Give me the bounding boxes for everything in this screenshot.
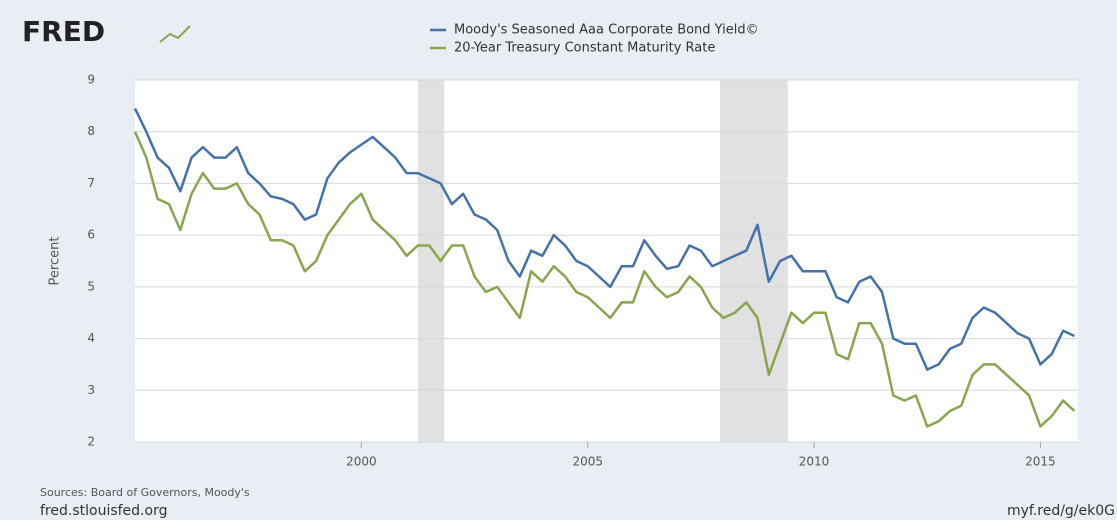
y-tick-label: 3 xyxy=(87,383,95,397)
logo-icon xyxy=(159,25,191,43)
legend-label: Moody's Seasoned Aaa Corporate Bond Yiel… xyxy=(454,23,759,38)
plot-area xyxy=(135,80,1078,442)
y-tick-label: 4 xyxy=(87,331,95,345)
y-tick-label: 8 xyxy=(87,124,95,138)
logo: FRED xyxy=(22,15,105,48)
x-tick-label: 2005 xyxy=(572,455,603,469)
y-tick-label: 5 xyxy=(87,279,95,293)
y-tick-label: 2 xyxy=(87,435,95,449)
legend-label: 20-Year Treasury Constant Maturity Rate xyxy=(454,41,715,56)
sources: Sources: Board of Governors, Moody's xyxy=(40,486,250,499)
link: myf.red/g/ek0G xyxy=(1007,503,1115,519)
y-axis-label: Percent xyxy=(48,237,63,286)
site: fred.stlouisfed.org xyxy=(40,503,167,519)
series-line xyxy=(133,131,1076,428)
y-tick-label: 9 xyxy=(87,73,95,87)
series-line xyxy=(133,107,1075,371)
y-tick-label: 7 xyxy=(87,176,95,190)
recession-band xyxy=(719,80,788,442)
x-tick-label: 2000 xyxy=(346,455,377,469)
y-tick-label: 6 xyxy=(87,228,95,242)
x-tick-label: 2010 xyxy=(799,455,830,469)
x-tick-label: 2015 xyxy=(1025,455,1056,469)
